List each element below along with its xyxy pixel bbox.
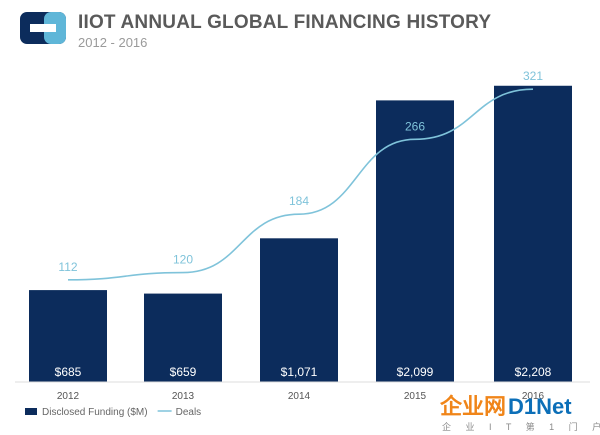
bar-series: $685 $659 $1,071 $2,099 $2,208 bbox=[29, 85, 572, 383]
bar-value-label-2015: $2,099 bbox=[397, 365, 434, 379]
x-axis-ticks: 2012 2013 2014 2015 2016 bbox=[57, 391, 545, 402]
legend-label-funding: Disclosed Funding ($M) bbox=[42, 407, 148, 418]
company-logo-icon bbox=[20, 12, 66, 44]
chart-subtitle: 2012 - 2016 bbox=[78, 35, 148, 50]
bar-value-label-2012: $685 bbox=[55, 365, 82, 379]
deals-label-2015: 266 bbox=[405, 119, 425, 133]
bar-value-label-2013: $659 bbox=[170, 365, 197, 379]
bar-value-label-2016: $2,208 bbox=[515, 365, 552, 379]
deals-line-series: 112 120 184 266 321 bbox=[58, 69, 543, 281]
x-tick-2012: 2012 bbox=[57, 391, 80, 402]
chart-title: IIOT ANNUAL GLOBAL FINANCING HISTORY bbox=[78, 12, 492, 33]
bar-2012 bbox=[29, 290, 107, 382]
watermark-brand-cn: 企业网 bbox=[439, 394, 506, 419]
deals-label-2014: 184 bbox=[289, 194, 309, 208]
deals-line bbox=[67, 88, 534, 281]
deals-label-2016: 321 bbox=[523, 69, 543, 83]
legend-label-deals: Deals bbox=[176, 407, 202, 418]
bar-2013 bbox=[144, 293, 222, 382]
watermark-tagline: 企 业 I T 第 1 门 户 bbox=[442, 421, 600, 432]
x-tick-2013: 2013 bbox=[172, 391, 195, 402]
deals-label-2012: 112 bbox=[58, 260, 77, 274]
bar-value-label-2014: $1,071 bbox=[281, 365, 318, 379]
bar-2014 bbox=[260, 238, 338, 382]
legend-swatch-funding bbox=[25, 408, 37, 415]
legend: Disclosed Funding ($M) Deals bbox=[25, 407, 201, 418]
bar-2015 bbox=[376, 100, 454, 383]
x-tick-2016: 2016 bbox=[522, 391, 545, 402]
x-tick-2014: 2014 bbox=[288, 391, 311, 402]
chart-header: IIOT ANNUAL GLOBAL FINANCING HISTORY 201… bbox=[20, 10, 491, 50]
x-tick-2015: 2015 bbox=[404, 391, 427, 402]
deals-label-2013: 120 bbox=[173, 253, 193, 267]
watermark-brand-en: D1Net bbox=[508, 394, 572, 419]
bar-2016 bbox=[494, 85, 572, 382]
watermark: 企业网 D1Net 企 业 I T 第 1 门 户 bbox=[439, 394, 600, 432]
